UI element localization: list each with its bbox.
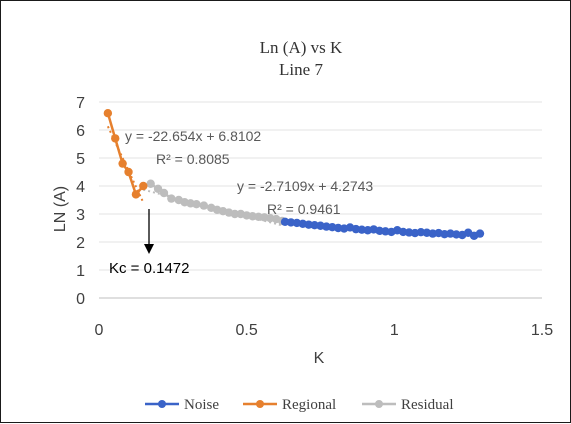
legend-item-noise[interactable]: Noise (145, 397, 219, 413)
x-tick-label: 0 (95, 322, 104, 339)
data-point-regional (118, 159, 127, 168)
regional-r2-label: R² = 0.8085 (156, 151, 230, 167)
data-point-residual (146, 179, 155, 188)
data-point-residual (153, 184, 163, 193)
legend-noise-marker (158, 400, 166, 408)
data-point-regional (124, 167, 133, 177)
x-tick-label: 0.5 (236, 322, 258, 339)
y-tick-label: 7 (76, 95, 85, 112)
data-point-regional (131, 190, 141, 199)
data-point-residual (192, 200, 201, 209)
residual-equation-label: y = -2.7109x + 4.2743 (237, 178, 373, 194)
legend-residual-label: Residual (401, 397, 454, 413)
legend-regional-marker (256, 400, 264, 408)
kc-label: Kc = 0.1472 (109, 260, 189, 277)
regional-equation-label: y = -22.654x + 6.8102 (125, 128, 261, 144)
y-axis-label: LN (A) (52, 186, 69, 232)
data-point-noise (475, 229, 485, 238)
legend-regional-label: Regional (282, 397, 336, 413)
y-tick-label: 0 (76, 291, 85, 308)
y-tick-label: 5 (76, 151, 85, 168)
x-tick-label: 1.5 (531, 322, 553, 339)
data-point-residual (199, 201, 209, 210)
data-point-residual (167, 194, 176, 203)
chart-title: Ln (A) vs K (260, 38, 343, 57)
data-point-residual (159, 188, 169, 198)
data-point-regional (139, 181, 148, 191)
residual-r2-label: R² = 0.9461 (267, 201, 341, 217)
data-point-residual (230, 209, 240, 219)
series-line-regional (106, 112, 145, 197)
legend: Noise Regional Residual (145, 397, 454, 413)
y-tick-label: 2 (76, 235, 85, 252)
data-point-regional (111, 134, 120, 143)
x-tick-label: 1 (390, 322, 399, 339)
y-tick-label: 4 (76, 179, 85, 196)
data-point-regional (103, 109, 113, 118)
kc-arrow-head (144, 244, 154, 254)
legend-item-regional[interactable]: Regional (243, 397, 336, 413)
legend-residual-marker (375, 400, 383, 408)
legend-item-residual[interactable]: Residual (362, 397, 454, 413)
y-tick-label: 1 (76, 263, 85, 280)
y-tick-label: 6 (76, 123, 85, 140)
y-tick-label: 3 (76, 207, 85, 224)
legend-noise-label: Noise (184, 397, 219, 413)
chart-subtitle: Line 7 (279, 60, 323, 79)
x-axis-label: K (314, 350, 325, 367)
